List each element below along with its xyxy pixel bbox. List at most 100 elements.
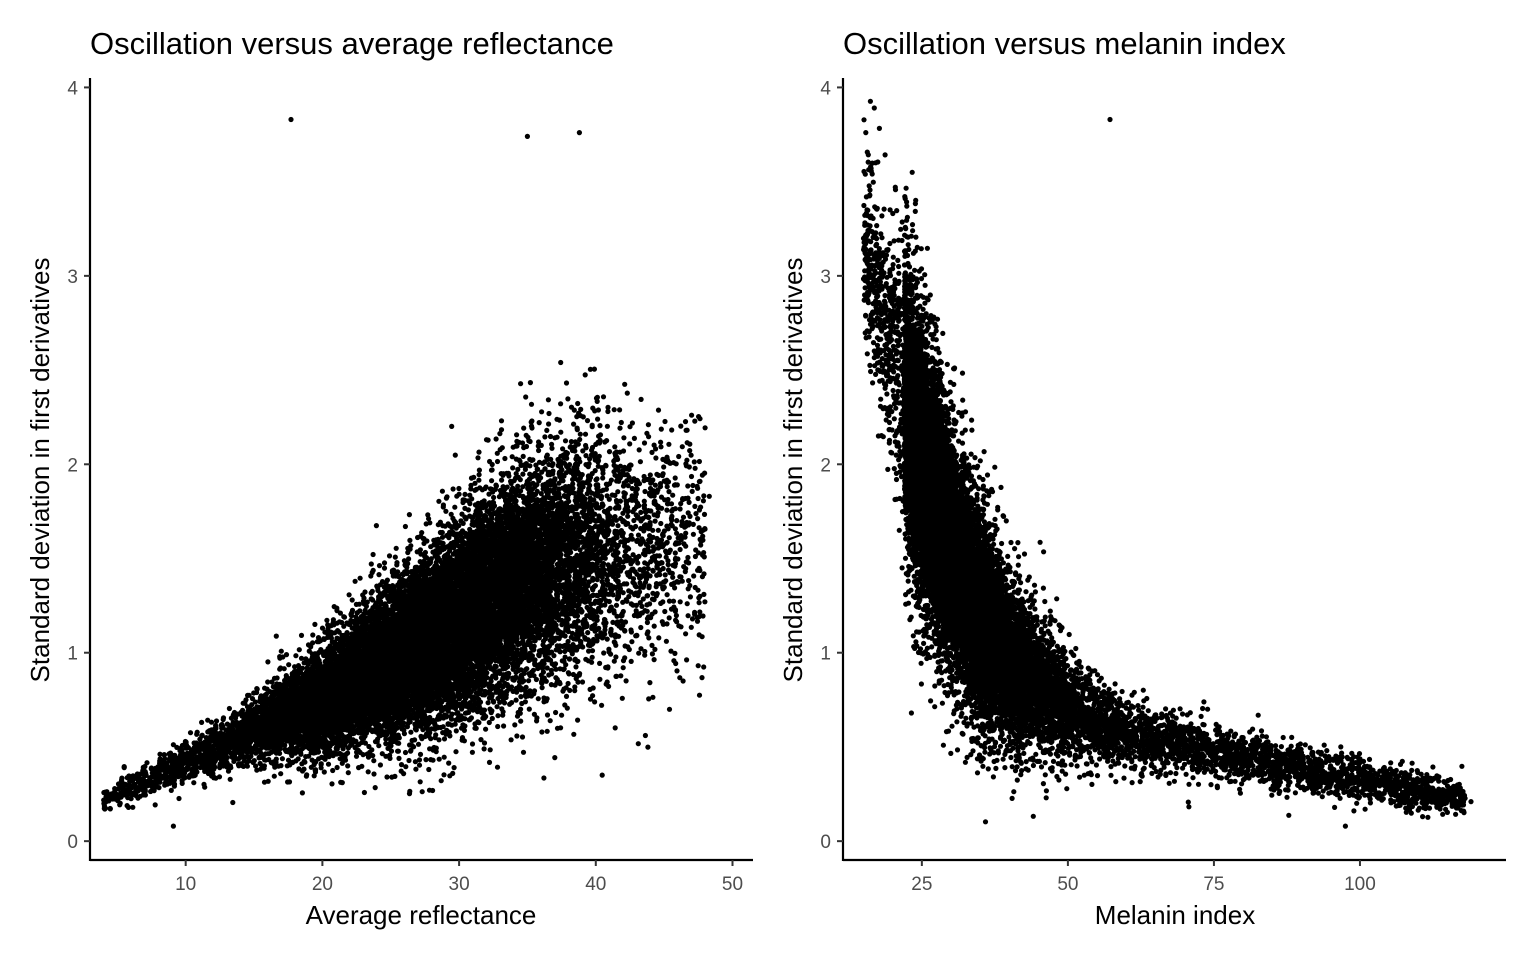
data-point <box>518 718 524 724</box>
data-point <box>651 623 657 629</box>
data-point <box>230 799 236 806</box>
chart-title: Oscillation versus average reflectance <box>90 26 614 61</box>
data-point <box>381 565 388 571</box>
data-point <box>662 572 668 578</box>
data-point <box>559 712 565 718</box>
data-point <box>526 678 532 684</box>
data-point <box>642 732 649 739</box>
data-point <box>611 407 617 413</box>
data-point <box>701 511 708 517</box>
data-point <box>563 380 570 386</box>
data-point <box>666 706 673 712</box>
data-point <box>696 525 702 531</box>
data-point <box>513 697 519 703</box>
data-point <box>624 390 630 396</box>
data-point <box>435 522 441 528</box>
data-point <box>688 473 695 480</box>
data-point <box>279 756 285 762</box>
data-point <box>456 485 462 492</box>
data-point <box>526 706 532 712</box>
data-point <box>683 631 689 637</box>
data-point <box>278 771 284 777</box>
scatter-points <box>101 116 712 829</box>
data-point <box>271 773 277 779</box>
data-point <box>345 770 351 776</box>
data-point <box>700 498 707 504</box>
data-point <box>417 779 423 785</box>
data-point <box>582 372 588 378</box>
data-point <box>453 749 459 755</box>
data-point <box>563 693 570 700</box>
data-point <box>689 412 695 418</box>
data-point <box>688 452 694 458</box>
data-point <box>636 650 642 656</box>
data-point <box>677 506 683 512</box>
data-point <box>617 407 623 413</box>
data-point <box>678 423 684 429</box>
data-point <box>325 761 332 767</box>
data-point <box>604 423 611 429</box>
data-point <box>528 401 535 407</box>
y-axis-label: Standard deviation in first derivatives <box>25 258 55 683</box>
data-point <box>562 702 568 708</box>
data-point <box>545 397 552 403</box>
data-point <box>489 478 495 484</box>
data-point <box>483 726 489 732</box>
data-point <box>684 657 690 663</box>
data-point <box>692 503 698 509</box>
data-point <box>674 518 680 524</box>
data-point <box>691 573 697 579</box>
data-point <box>562 438 569 444</box>
data-point <box>428 544 434 550</box>
data-point <box>171 783 177 789</box>
data-point <box>672 475 678 481</box>
data-point <box>645 422 652 428</box>
data-point <box>194 729 200 735</box>
data-point <box>346 592 352 598</box>
data-point <box>656 635 662 641</box>
data-point <box>494 704 500 710</box>
data-point <box>628 658 634 665</box>
data-point <box>472 480 478 486</box>
data-point <box>600 475 606 481</box>
data-point <box>670 598 677 604</box>
data-point <box>376 572 382 578</box>
data-point <box>595 407 602 413</box>
data-point <box>635 741 641 747</box>
data-point <box>396 755 402 762</box>
data-point <box>600 394 607 400</box>
data-point <box>640 596 646 602</box>
data-point <box>529 425 535 431</box>
data-point <box>664 484 670 490</box>
x-axis-label: Average reflectance <box>306 900 537 930</box>
data-point <box>408 729 414 735</box>
data-point <box>628 478 635 485</box>
data-point <box>651 442 657 448</box>
data-point <box>452 504 458 510</box>
data-point <box>629 639 635 645</box>
data-point <box>496 494 502 500</box>
data-point <box>523 394 529 400</box>
data-point <box>226 705 232 712</box>
data-point <box>495 713 501 719</box>
data-point <box>565 396 571 402</box>
data-point <box>620 658 627 664</box>
data-point <box>579 679 586 685</box>
data-point <box>371 771 377 777</box>
data-point <box>558 429 564 435</box>
data-point <box>334 764 340 771</box>
data-point <box>121 765 127 771</box>
data-point <box>296 647 302 653</box>
data-point <box>392 773 398 780</box>
data-point <box>638 624 644 631</box>
data-point <box>613 602 620 608</box>
data-point <box>698 504 704 510</box>
data-point <box>170 742 176 748</box>
data-point <box>638 396 644 402</box>
data-point <box>685 613 691 619</box>
data-point <box>583 453 589 459</box>
data-point <box>415 741 422 747</box>
data-point <box>558 359 564 366</box>
data-point <box>392 554 398 560</box>
